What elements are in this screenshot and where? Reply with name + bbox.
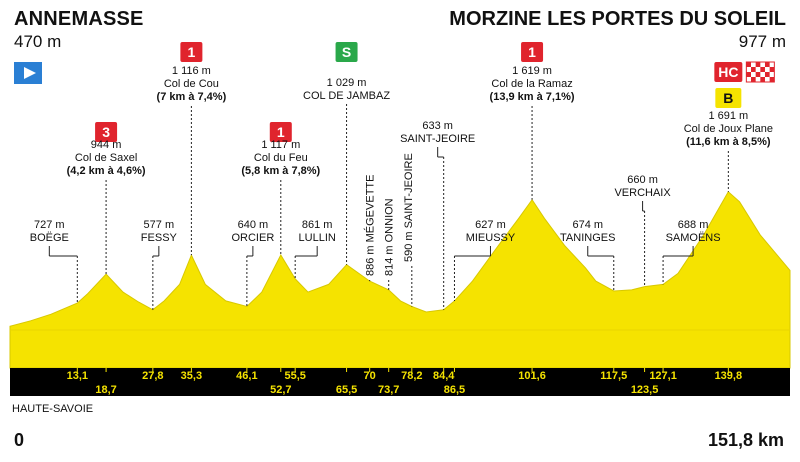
finish-flag-square bbox=[750, 77, 756, 82]
town-name: LULLIN bbox=[299, 232, 336, 244]
finish-flag-square bbox=[769, 77, 775, 82]
axis-tick-label: 27,8 bbox=[142, 370, 163, 382]
region-label: HAUTE-SAVOIE bbox=[12, 403, 94, 415]
climb-category-badge-label: 1 bbox=[187, 44, 195, 60]
start-arrow-icon bbox=[24, 67, 36, 79]
climb-name: Col de Joux Plane bbox=[684, 123, 773, 135]
climb-category-badge bbox=[95, 122, 118, 142]
distance-total: 151,8 km bbox=[707, 430, 784, 450]
town-altitude: 633 m bbox=[422, 120, 453, 132]
axis-tick-label: 18,7 bbox=[95, 384, 116, 396]
axis-tick-label: 139,8 bbox=[715, 370, 743, 382]
climb-category-badge-label: 3 bbox=[102, 124, 110, 140]
vertical-town-label: 814 m ONNION bbox=[384, 198, 396, 276]
vertical-town-label: 590 m SAINT-JEOIRE bbox=[403, 153, 415, 262]
hc-climb-badge bbox=[714, 62, 743, 82]
sprint-altitude: 1 029 m bbox=[327, 77, 367, 89]
town-altitude: 688 m bbox=[678, 219, 709, 231]
axis-tick-label: 78,2 bbox=[401, 370, 422, 382]
town-altitude: 861 m bbox=[302, 219, 333, 231]
town-altitude: 577 m bbox=[144, 219, 175, 231]
finish-flag-square bbox=[750, 67, 756, 72]
bonus-badge bbox=[715, 88, 742, 108]
town-name: ORCIER bbox=[231, 232, 274, 244]
climb-detail: (11,6 km à 8,5%) bbox=[686, 136, 771, 148]
climb-category-badge-label: 1 bbox=[528, 44, 536, 60]
climb-detail: (7 km à 7,4%) bbox=[157, 91, 227, 103]
elevation-profile-area bbox=[9, 191, 791, 369]
town-altitude: 674 m bbox=[572, 219, 603, 231]
start-altitude: 470 m bbox=[14, 32, 62, 51]
start-town: ANNEMASSE bbox=[14, 8, 144, 30]
climb-altitude: 1 619 m bbox=[512, 65, 552, 77]
distance-axis-bar bbox=[10, 368, 790, 396]
finish-flag-square bbox=[760, 67, 765, 72]
climb-altitude: 1 116 m bbox=[172, 65, 211, 77]
axis-tick-label: 117,5 bbox=[600, 370, 627, 382]
town-altitude: 727 m bbox=[34, 219, 65, 231]
finish-flag-square bbox=[764, 62, 770, 67]
bonus-badge-label: B bbox=[723, 90, 733, 106]
finish-flag-square bbox=[764, 72, 770, 77]
axis-tick-label: 70 bbox=[364, 370, 376, 382]
climb-detail: (5,8 km à 7,8%) bbox=[241, 165, 320, 177]
town-name: MIEUSSY bbox=[466, 232, 516, 244]
climb-name: Col de Saxel bbox=[75, 152, 137, 164]
finish-flag-square bbox=[746, 72, 751, 77]
axis-tick-label: 86,5 bbox=[444, 384, 465, 396]
town-name: VERCHAIX bbox=[614, 187, 671, 199]
axis-tick-label: 84,4 bbox=[433, 370, 455, 382]
town-altitude: 640 m bbox=[238, 219, 269, 231]
town-name: BOËGE bbox=[30, 232, 69, 244]
climb-altitude: 1 117 m bbox=[261, 139, 300, 151]
finish-flag-square bbox=[760, 77, 765, 82]
sprint-badge bbox=[335, 42, 358, 62]
climb-detail: (13,9 km à 7,1%) bbox=[490, 91, 575, 103]
town-altitude: 660 m bbox=[627, 174, 658, 186]
finish-flag-square bbox=[755, 62, 761, 67]
axis-tick-label: 127,1 bbox=[649, 370, 677, 382]
finish-altitude: 977 m bbox=[738, 32, 786, 51]
climb-altitude: 944 m bbox=[91, 139, 122, 151]
climb-category-badge bbox=[180, 42, 203, 62]
finish-flag-square bbox=[746, 62, 751, 67]
distance-start: 0 bbox=[14, 430, 25, 450]
axis-tick-label: 123,5 bbox=[631, 384, 659, 396]
axis-tick-label: 65,5 bbox=[336, 384, 357, 396]
town-altitude: 627 m bbox=[475, 219, 506, 231]
sprint-name: COL DE JAMBAZ bbox=[303, 90, 390, 102]
climb-detail: (4,2 km à 4,6%) bbox=[67, 165, 146, 177]
finish-flag-square bbox=[755, 72, 761, 77]
climb-name: Col de la Ramaz bbox=[491, 78, 572, 90]
town-name: SAINT-JEOIRE bbox=[400, 133, 475, 145]
finish-town: MORZINE LES PORTES DU SOLEIL bbox=[449, 8, 786, 30]
town-name: FESSY bbox=[141, 232, 178, 244]
axis-tick-label: 55,5 bbox=[284, 370, 305, 382]
climb-category-badge-label: 1 bbox=[277, 124, 285, 140]
town-name: SAMOËNS bbox=[666, 232, 721, 244]
axis-tick-label: 35,3 bbox=[181, 370, 202, 382]
finish-flag-square bbox=[769, 67, 775, 72]
climb-name: Col de Cou bbox=[164, 78, 219, 90]
town-name: TANINGES bbox=[560, 232, 615, 244]
climb-name: Col du Feu bbox=[254, 152, 308, 164]
vertical-town-label: 886 m MÉGEVETTE bbox=[364, 175, 377, 276]
axis-tick-label: 13,1 bbox=[67, 370, 88, 382]
climb-category-badge bbox=[269, 122, 292, 142]
hc-climb-badge-label: HC bbox=[718, 64, 738, 80]
climb-category-badge bbox=[521, 42, 544, 62]
sprint-badge-label: S bbox=[342, 44, 351, 60]
axis-tick-label: 101,6 bbox=[518, 370, 546, 382]
axis-tick-label: 46,1 bbox=[236, 370, 257, 382]
climb-altitude: 1 691 m bbox=[708, 110, 748, 122]
axis-tick-label: 73,7 bbox=[378, 384, 399, 396]
axis-tick-label: 52,7 bbox=[270, 384, 291, 396]
